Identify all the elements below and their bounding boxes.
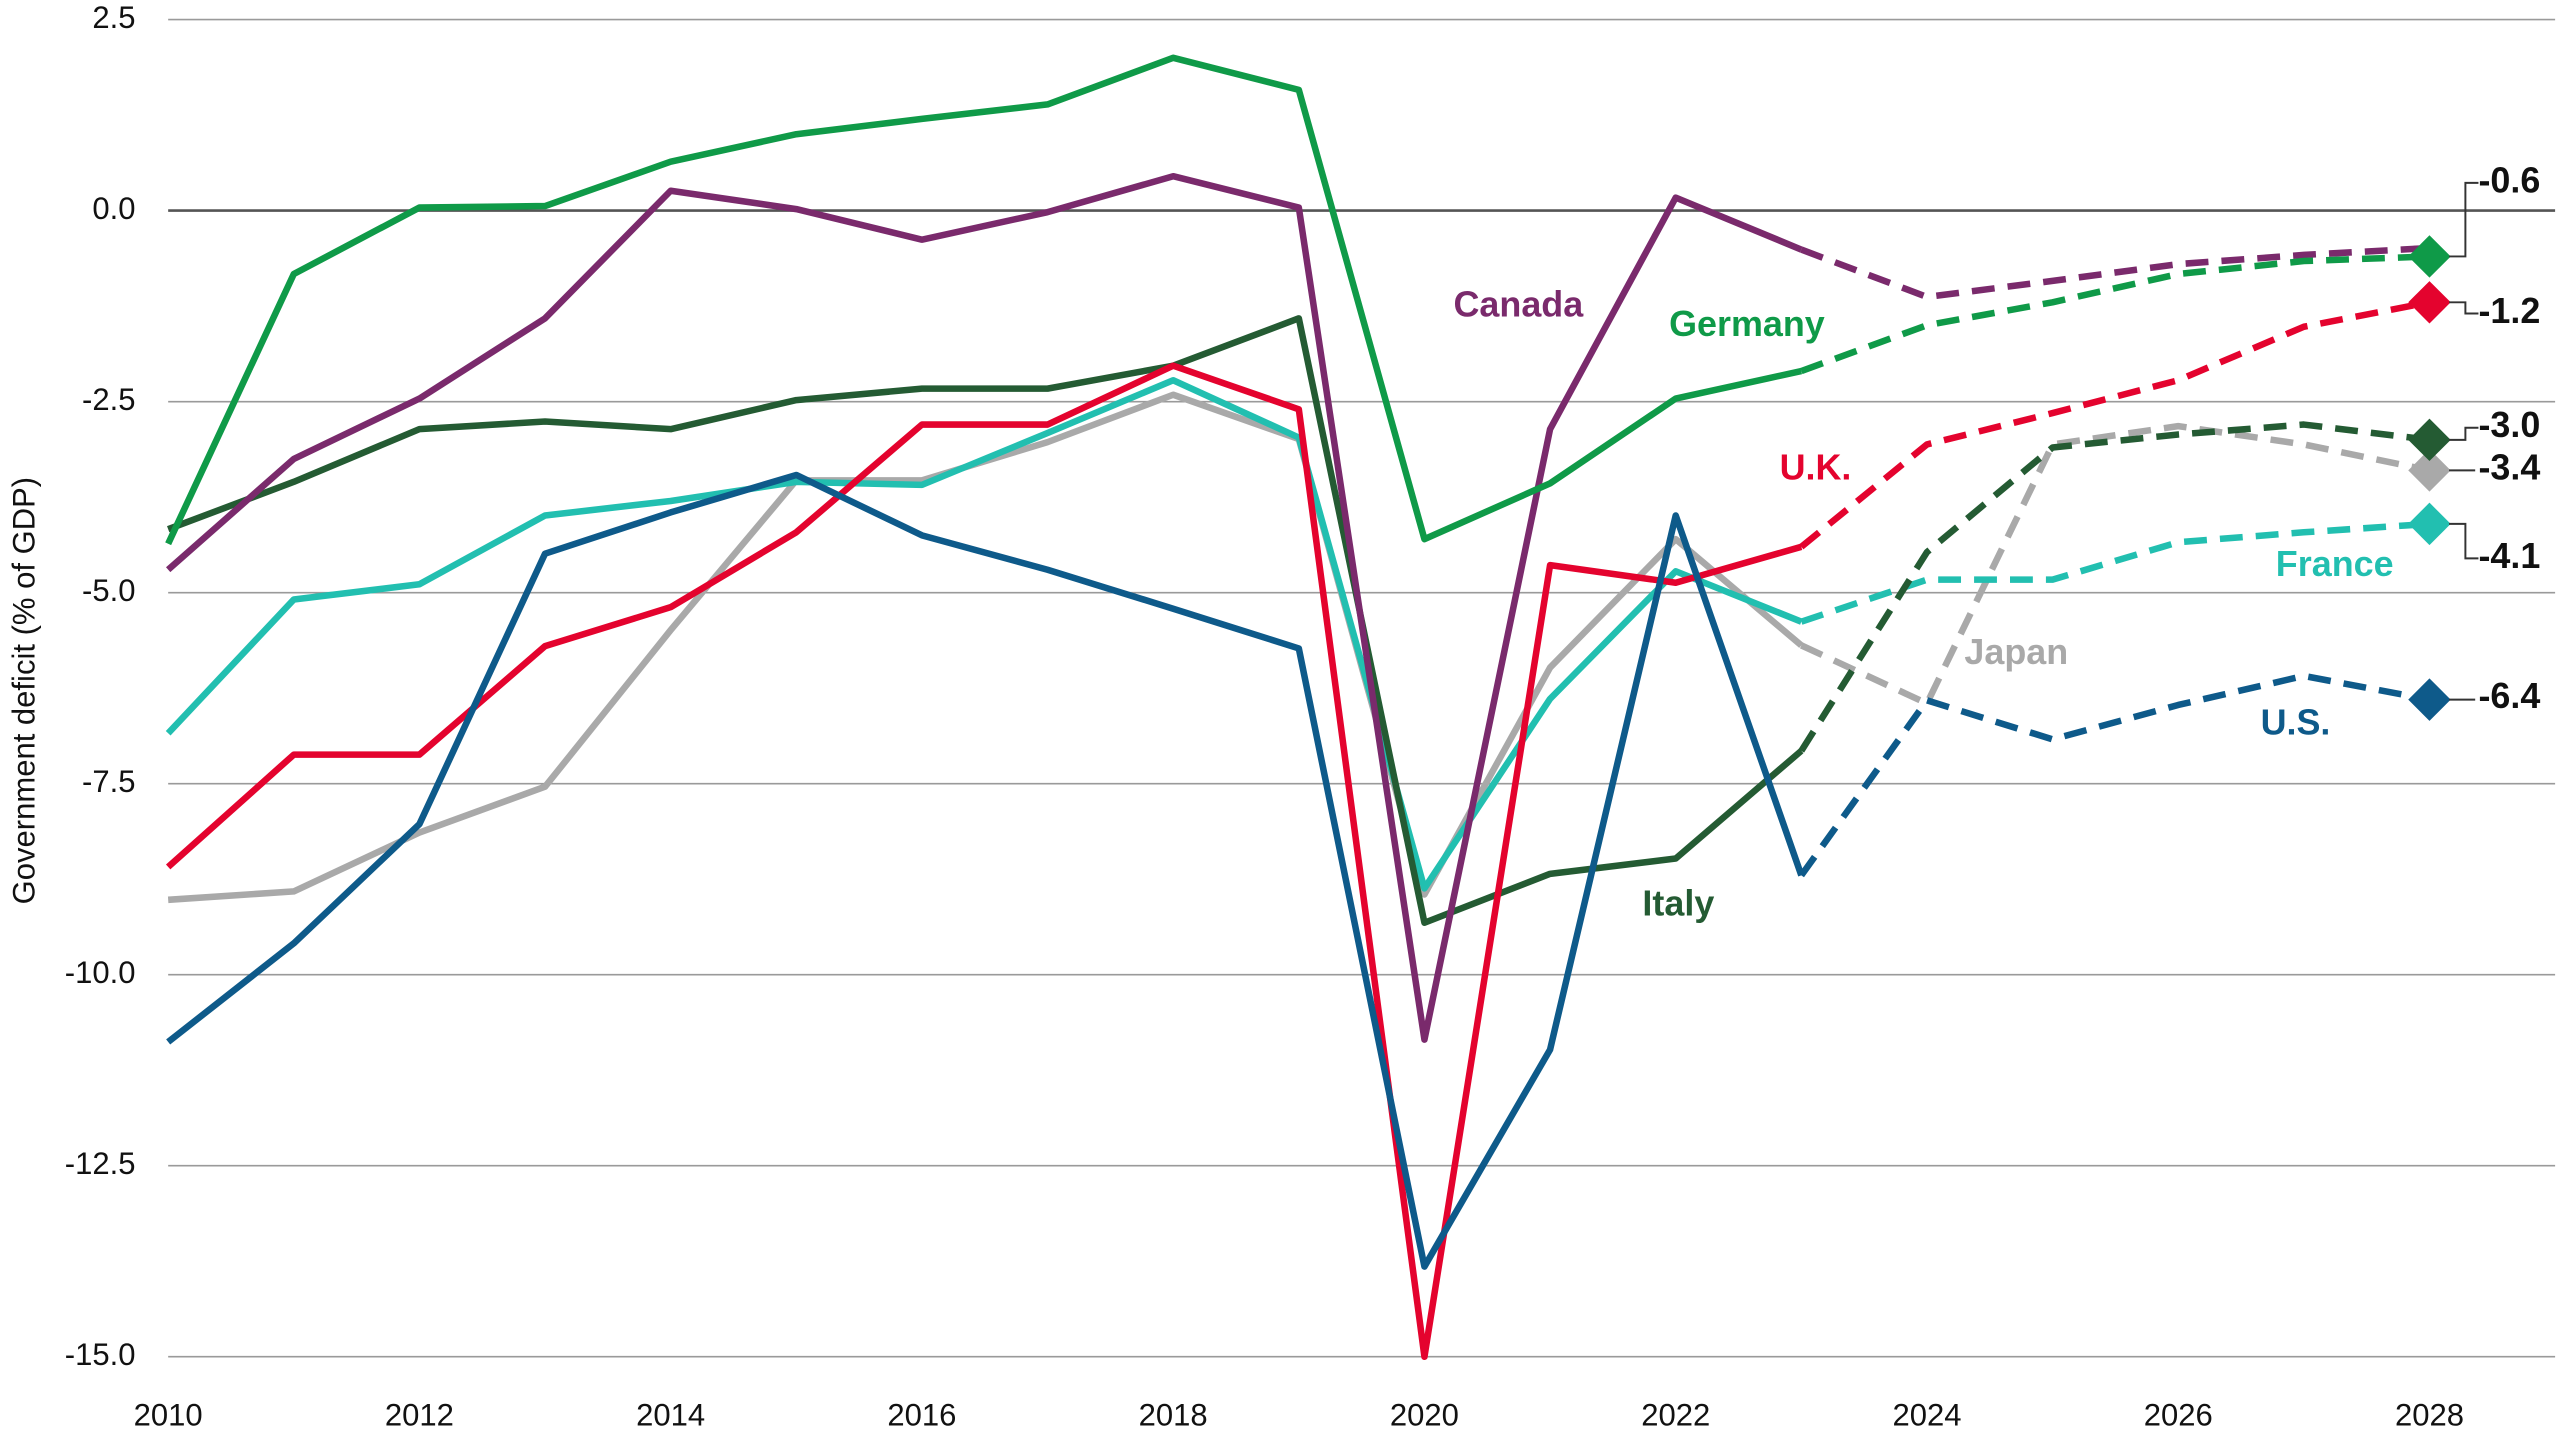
x-tick-label: 2010 xyxy=(134,1397,203,1432)
line xyxy=(167,391,1804,904)
forecast-line xyxy=(1800,253,2430,375)
end-label: -1.2 xyxy=(2478,290,2540,331)
forecast-line xyxy=(1799,299,2431,550)
x-tick-label: 2022 xyxy=(1641,1397,1710,1432)
series-name: France xyxy=(2276,543,2394,584)
leader-line xyxy=(2449,181,2479,258)
y-tick-label: 2.5 xyxy=(92,0,135,35)
end-marker xyxy=(2408,418,2451,462)
y-tick-label: -2.5 xyxy=(82,382,135,417)
forecast-line xyxy=(1800,244,2430,301)
y-tick-label: -15.0 xyxy=(65,1337,136,1372)
end-marker xyxy=(2408,449,2451,492)
line xyxy=(166,172,1803,1043)
end-label: -6.4 xyxy=(2478,675,2540,716)
line xyxy=(165,376,1803,892)
x-tick-label: 2014 xyxy=(636,1397,705,1432)
x-tick-label: 2028 xyxy=(2395,1397,2464,1432)
end-marker xyxy=(2408,281,2451,324)
x-tick-label: 2012 xyxy=(385,1397,454,1432)
y-tick-label: -5.0 xyxy=(82,573,135,608)
y-tick-label: -12.5 xyxy=(65,1146,136,1181)
series-name: Italy xyxy=(1642,883,1714,924)
x-tick-label: 2024 xyxy=(1892,1397,1961,1432)
y-axis-label: Government deficit (% of GDP) xyxy=(6,477,41,904)
end-label: -4.1 xyxy=(2478,535,2540,576)
end-marker xyxy=(2408,678,2451,721)
leader-line xyxy=(2449,301,2479,315)
end-label: -0.6 xyxy=(2478,159,2540,200)
line xyxy=(165,54,1803,546)
line xyxy=(166,471,1805,1270)
x-tick-label: 2020 xyxy=(1390,1397,1459,1432)
series-name: Japan xyxy=(1964,631,2068,672)
y-tick-label: -10.0 xyxy=(65,955,136,990)
series-name: U.S. xyxy=(2261,701,2331,742)
end-label: -3.4 xyxy=(2478,447,2540,488)
end-marker xyxy=(2408,235,2451,278)
x-tick-label: 2026 xyxy=(2144,1397,2213,1432)
series-name: Canada xyxy=(1454,283,1585,324)
forecast-line xyxy=(1798,672,2431,878)
series-name: Germany xyxy=(1669,303,1825,344)
forecast-line xyxy=(1799,422,2431,707)
x-tick-label: 2018 xyxy=(1139,1397,1208,1432)
series-name: U.K. xyxy=(1780,447,1852,488)
leader-line xyxy=(2449,522,2479,560)
end-marker xyxy=(2408,502,2451,546)
y-tick-label: 0.0 xyxy=(92,191,135,226)
leader-line xyxy=(2449,426,2479,441)
end-label: -3.0 xyxy=(2478,404,2540,445)
y-tick-label: -7.5 xyxy=(82,764,135,799)
line xyxy=(165,362,1803,1360)
forecast-line xyxy=(1798,421,2430,753)
x-tick-label: 2016 xyxy=(887,1397,956,1432)
line xyxy=(167,315,1804,927)
